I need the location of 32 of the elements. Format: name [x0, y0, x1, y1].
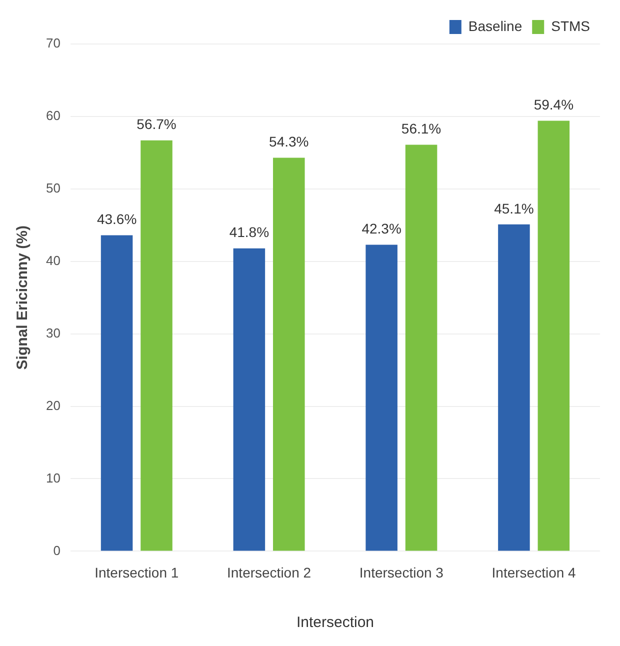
bar [538, 120, 570, 551]
y-tick-label: 30 [46, 325, 60, 340]
data-label: 56.1% [401, 120, 442, 137]
y-tick-label: 0 [53, 542, 60, 558]
x-tick-label: Intersection 4 [492, 564, 576, 580]
data-label: 59.4% [534, 96, 574, 113]
bar [233, 248, 266, 551]
y-tick-label: 20 [46, 398, 60, 413]
x-tick-label: Intersection 3 [359, 564, 444, 580]
data-label: 54.3% [269, 134, 309, 150]
y-tick-label: 40 [46, 252, 60, 268]
data-label: 56.7% [136, 116, 176, 132]
y-tick-label: 60 [46, 108, 60, 124]
y-tick-label: 50 [46, 180, 60, 196]
bar [498, 224, 530, 551]
data-label: 43.6% [96, 211, 137, 228]
x-tick-label: Intersection 1 [94, 564, 179, 580]
legend-label: Baseline [468, 18, 522, 34]
y-tick-label: 10 [46, 470, 60, 486]
bar [273, 158, 305, 551]
y-axis-title: Signal Ericicnny (%) [14, 225, 32, 370]
legend-label: STMS [551, 18, 590, 34]
bar [140, 140, 172, 551]
bar [100, 235, 133, 551]
bar [366, 244, 398, 551]
y-tick-label: 70 [46, 36, 60, 51]
x-axis-title: Intersection [296, 614, 374, 632]
bar [405, 144, 438, 551]
data-label: 42.3% [362, 220, 402, 237]
data-label: 41.8% [229, 224, 270, 240]
x-tick-label: Intersection 2 [227, 564, 312, 580]
data-label: 45.1% [494, 200, 534, 216]
